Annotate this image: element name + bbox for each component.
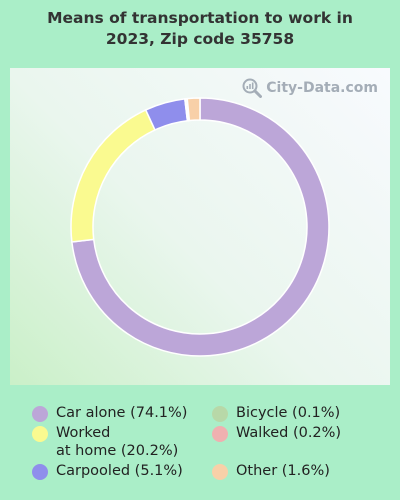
legend-label-line: Carpooled (5.1%) — [56, 463, 183, 479]
chart-title: Means of transportation to work in 2023,… — [0, 8, 400, 50]
legend-swatch — [212, 426, 228, 442]
legend-label-line: Walked (0.2%) — [236, 425, 342, 441]
legend-label-line: Worked — [56, 425, 111, 441]
legend-item-car-alone: Car alone (74.1%) — [32, 404, 187, 422]
legend-label-line: Bicycle (0.1%) — [236, 405, 341, 421]
donut-slice-other — [186, 97, 201, 122]
legend-label: Worked at home (20.2%) — [56, 424, 178, 460]
donut-slice-worked-at-home — [70, 108, 156, 243]
legend-swatch — [212, 464, 228, 480]
legend-item-bicycle: Bicycle (0.1%) — [212, 404, 340, 422]
chart-title-line-1: Means of transportation to work in — [47, 9, 353, 27]
legend-swatch — [32, 464, 48, 480]
legend-label-line: Other (1.6%) — [236, 463, 330, 479]
legend-swatch — [32, 426, 48, 442]
legend-label-line: Car alone (74.1%) — [56, 405, 188, 421]
chart-title-line-2: 2023, Zip code 35758 — [105, 30, 295, 48]
watermark-text: City-Data.com — [266, 80, 378, 96]
legend-swatch — [212, 406, 228, 422]
legend-label: Carpooled (5.1%) — [56, 462, 183, 480]
legend-item-walked: Walked (0.2%) — [212, 424, 341, 442]
legend-item-other: Other (1.6%) — [212, 462, 330, 480]
legend-item-worked-at-home: Worked at home (20.2%) — [32, 424, 178, 460]
legend-label: Walked (0.2%) — [236, 424, 341, 442]
legend-item-carpooled: Carpooled (5.1%) — [32, 462, 183, 480]
magnifier-icon — [242, 78, 263, 98]
legend-label: Other (1.6%) — [236, 462, 330, 480]
legend-label-line: at home (20.2%) — [56, 443, 179, 459]
donut-slice-car-alone — [71, 97, 330, 357]
legend-label: Car alone (74.1%) — [56, 404, 187, 422]
legend-label: Bicycle (0.1%) — [236, 404, 340, 422]
watermark: City-Data.com — [242, 78, 378, 98]
legend-swatch — [32, 406, 48, 422]
